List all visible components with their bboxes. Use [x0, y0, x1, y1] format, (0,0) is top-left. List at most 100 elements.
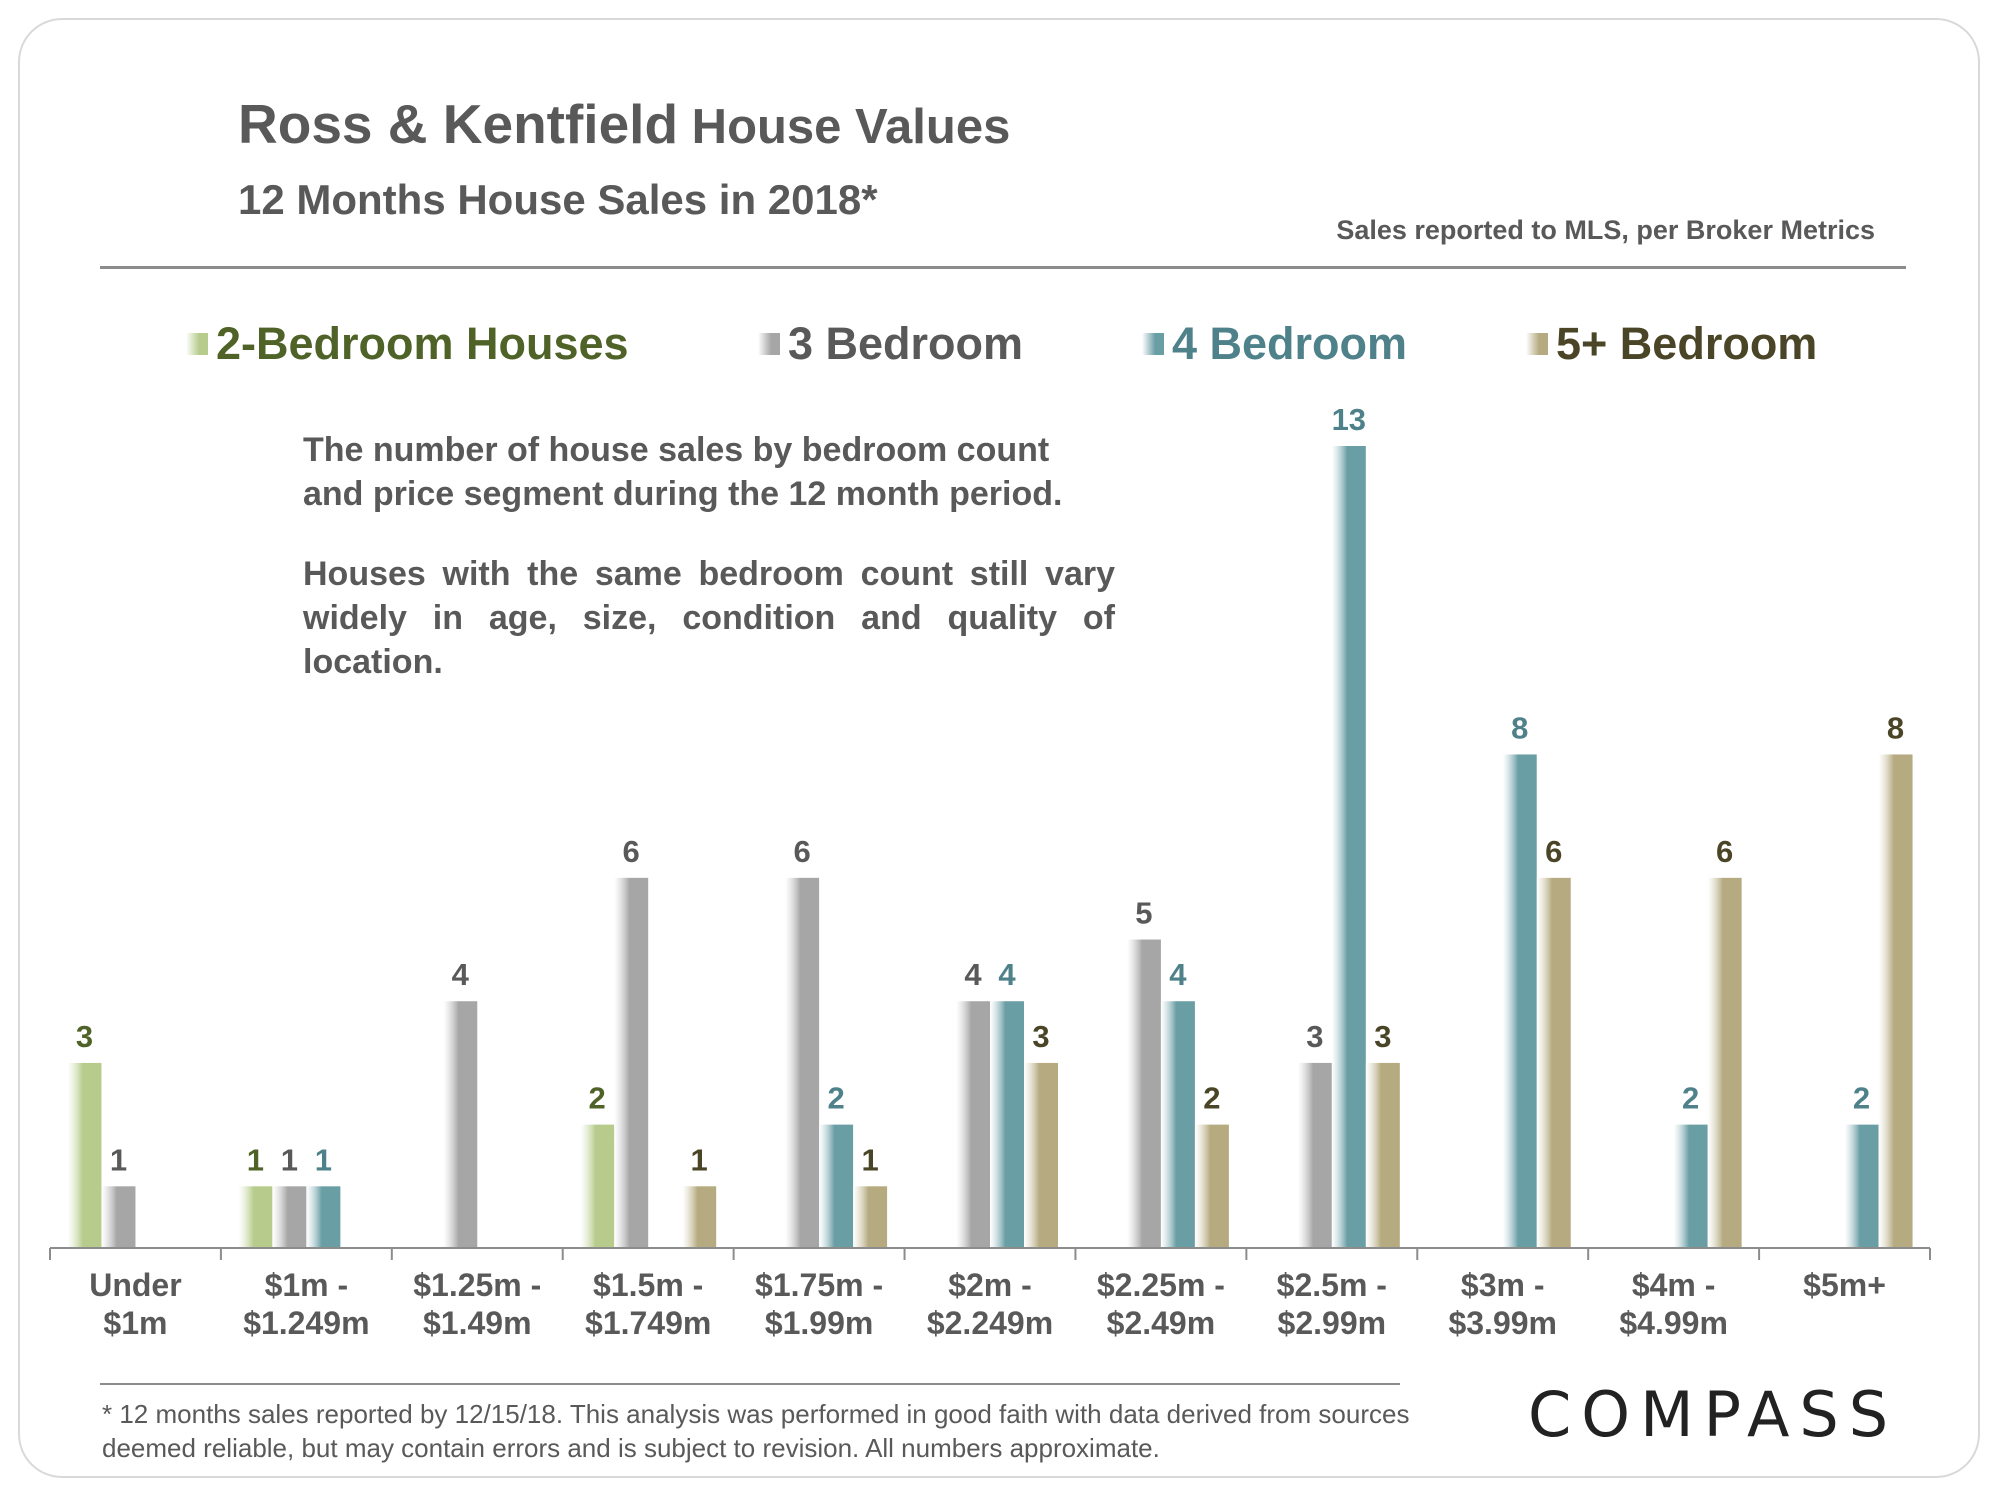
- data-label-three_bed-0: 1: [110, 1142, 127, 1177]
- bar-five_bed-4: [853, 1186, 888, 1248]
- data-label-five_bed-9: 6: [1716, 834, 1733, 869]
- chart-note-paragraph-1: The number of house sales by bedroom cou…: [303, 431, 1063, 513]
- bar-five_bed-7: [1365, 1062, 1400, 1248]
- data-label-three_bed-6: 5: [1135, 896, 1152, 931]
- x-tick-label-3-1: $1.749m: [585, 1305, 711, 1341]
- data-label-two_bed-0: 3: [76, 1019, 93, 1054]
- bar-three_bed-6: [1126, 939, 1161, 1248]
- chart-title: Ross & Kentfield House Values: [238, 92, 1010, 156]
- source-note: Sales reported to MLS, per Broker Metric…: [1336, 215, 1875, 245]
- data-label-four_bed-7: 13: [1332, 402, 1366, 437]
- legend-swatch-5-bedroom: [1526, 333, 1548, 355]
- x-tick-label-9-0: $4m -: [1632, 1267, 1716, 1303]
- legend-label-4-bedroom: 4 Bedroom: [1172, 318, 1408, 369]
- x-tick-label-8-0: $3m -: [1461, 1267, 1545, 1303]
- bar-two_bed-3: [580, 1124, 615, 1248]
- bar-four_bed-8: [1502, 754, 1537, 1248]
- x-tick-label-1-0: $1m -: [265, 1267, 349, 1303]
- bar-five_bed-3: [682, 1186, 717, 1248]
- x-tick-label-4-1: $1.99m: [765, 1305, 874, 1341]
- footer-divider: [100, 1383, 1400, 1385]
- x-tick-label-2-0: $1.25m -: [413, 1267, 541, 1303]
- data-label-two_bed-3: 2: [589, 1081, 606, 1116]
- chart-note-paragraph-2: Houses with the same bedroom count still…: [303, 555, 1115, 681]
- bar-five_bed-8: [1536, 877, 1571, 1248]
- bar-three_bed-7: [1297, 1062, 1332, 1248]
- x-tick-label-6-0: $2.25m -: [1097, 1267, 1225, 1303]
- header-divider: [100, 266, 1906, 269]
- data-label-three_bed-7: 3: [1306, 1019, 1323, 1054]
- bar-two_bed-0: [67, 1062, 102, 1248]
- data-label-four_bed-8: 8: [1511, 710, 1528, 745]
- data-label-four_bed-4: 2: [827, 1081, 844, 1116]
- data-label-five_bed-8: 6: [1545, 834, 1562, 869]
- bar-four_bed-9: [1673, 1124, 1708, 1248]
- data-label-two_bed-1: 1: [247, 1142, 264, 1177]
- slide-frame: [18, 18, 1980, 1478]
- x-tick-label-5-1: $2.249m: [927, 1305, 1053, 1341]
- x-tick-label-7-1: $2.99m: [1278, 1305, 1387, 1341]
- bar-three_bed-5: [956, 1001, 990, 1248]
- footnote: * 12 months sales reported by 12/15/18. …: [102, 1399, 1410, 1463]
- data-label-three_bed-4: 6: [793, 834, 810, 869]
- legend-item-4-bedroom: 4 Bedroom: [1142, 318, 1407, 370]
- bar-five_bed-6: [1194, 1124, 1229, 1248]
- bar-four_bed-7: [1331, 446, 1366, 1248]
- x-tick-label-9-1: $4.99m: [1619, 1305, 1728, 1341]
- bar-five_bed-10: [1878, 754, 1913, 1248]
- legend-label-5-bedroom: 5+ Bedroom: [1556, 318, 1818, 369]
- bar-two_bed-1: [238, 1186, 273, 1248]
- x-tick-label-10-0: $5m+: [1803, 1267, 1886, 1303]
- data-label-four_bed-10: 2: [1853, 1081, 1870, 1116]
- data-label-three_bed-5: 4: [964, 957, 982, 992]
- bar-four_bed-5: [990, 1001, 1024, 1248]
- data-label-five_bed-5: 3: [1032, 1019, 1049, 1054]
- data-label-four_bed-6: 4: [1169, 957, 1187, 992]
- x-tick-label-4-0: $1.75m -: [755, 1267, 883, 1303]
- title-rest: House Values: [678, 100, 1011, 154]
- legend-item-3-bedroom: 3 Bedroom: [758, 318, 1023, 370]
- x-tick-label-6-1: $2.49m: [1107, 1305, 1216, 1341]
- legend-item-5-bedroom: 5+ Bedroom: [1526, 318, 1817, 370]
- x-axis: [49, 1247, 1931, 1260]
- x-tick-label-7-0: $2.5m -: [1277, 1267, 1387, 1303]
- data-label-five_bed-4: 1: [861, 1142, 878, 1177]
- x-tick-label-0-0: Under: [89, 1267, 181, 1303]
- bars-layer: [67, 446, 1913, 1248]
- x-tick-label-3-0: $1.5m -: [593, 1267, 703, 1303]
- data-label-four_bed-9: 2: [1682, 1081, 1699, 1116]
- data-label-three_bed-2: 4: [452, 957, 470, 992]
- x-tick-label-8-1: $3.99m: [1448, 1305, 1557, 1341]
- data-label-five_bed-7: 3: [1374, 1019, 1391, 1054]
- bar-chart: 3 1 Under$1m 1 1 1 $1m -$1.249m 4 $1.25m -$1.49m…: [49, 402, 1931, 1341]
- data-label-five_bed-10: 8: [1887, 710, 1904, 745]
- x-tick-label-0-1: $1m: [103, 1305, 167, 1341]
- bar-five_bed-5: [1024, 1062, 1058, 1248]
- legend-swatch-4-bedroom: [1142, 333, 1164, 355]
- bar-four_bed-6: [1160, 1001, 1195, 1248]
- legend-swatch-2-bedroom: [186, 333, 208, 355]
- bar-five_bed-9: [1707, 877, 1742, 1248]
- bar-three_bed-2: [443, 1001, 478, 1248]
- data-label-three_bed-3: 6: [623, 834, 640, 869]
- labels-layer: 3 1 Under$1m 1 1 1 $1m -$1.249m 4 $1.25m -$1.49m…: [76, 402, 1904, 1341]
- data-label-five_bed-6: 2: [1203, 1081, 1220, 1116]
- bar-three_bed-0: [101, 1186, 136, 1248]
- data-label-four_bed-5: 4: [998, 957, 1016, 992]
- legend-label-3-bedroom: 3 Bedroom: [788, 318, 1024, 369]
- title-main: Ross & Kentfield: [238, 93, 679, 155]
- bar-three_bed-3: [614, 877, 649, 1248]
- data-label-five_bed-3: 1: [691, 1142, 708, 1177]
- bar-four_bed-4: [819, 1124, 854, 1248]
- data-label-four_bed-1: 1: [315, 1142, 332, 1177]
- legend-label-2-bedroom: 2-Bedroom Houses: [216, 318, 629, 369]
- bar-four_bed-10: [1844, 1124, 1879, 1248]
- x-tick-label-1-1: $1.249m: [243, 1305, 369, 1341]
- compass-logo: COMPASS: [1528, 1378, 1899, 1451]
- x-tick-label-2-1: $1.49m: [423, 1305, 532, 1341]
- legend-item-2-bedroom: 2-Bedroom Houses: [186, 318, 629, 370]
- bar-three_bed-4: [785, 877, 820, 1248]
- legend-swatch-3-bedroom: [758, 333, 780, 355]
- bar-three_bed-1: [272, 1186, 307, 1248]
- x-tick-label-5-0: $2m -: [948, 1267, 1032, 1303]
